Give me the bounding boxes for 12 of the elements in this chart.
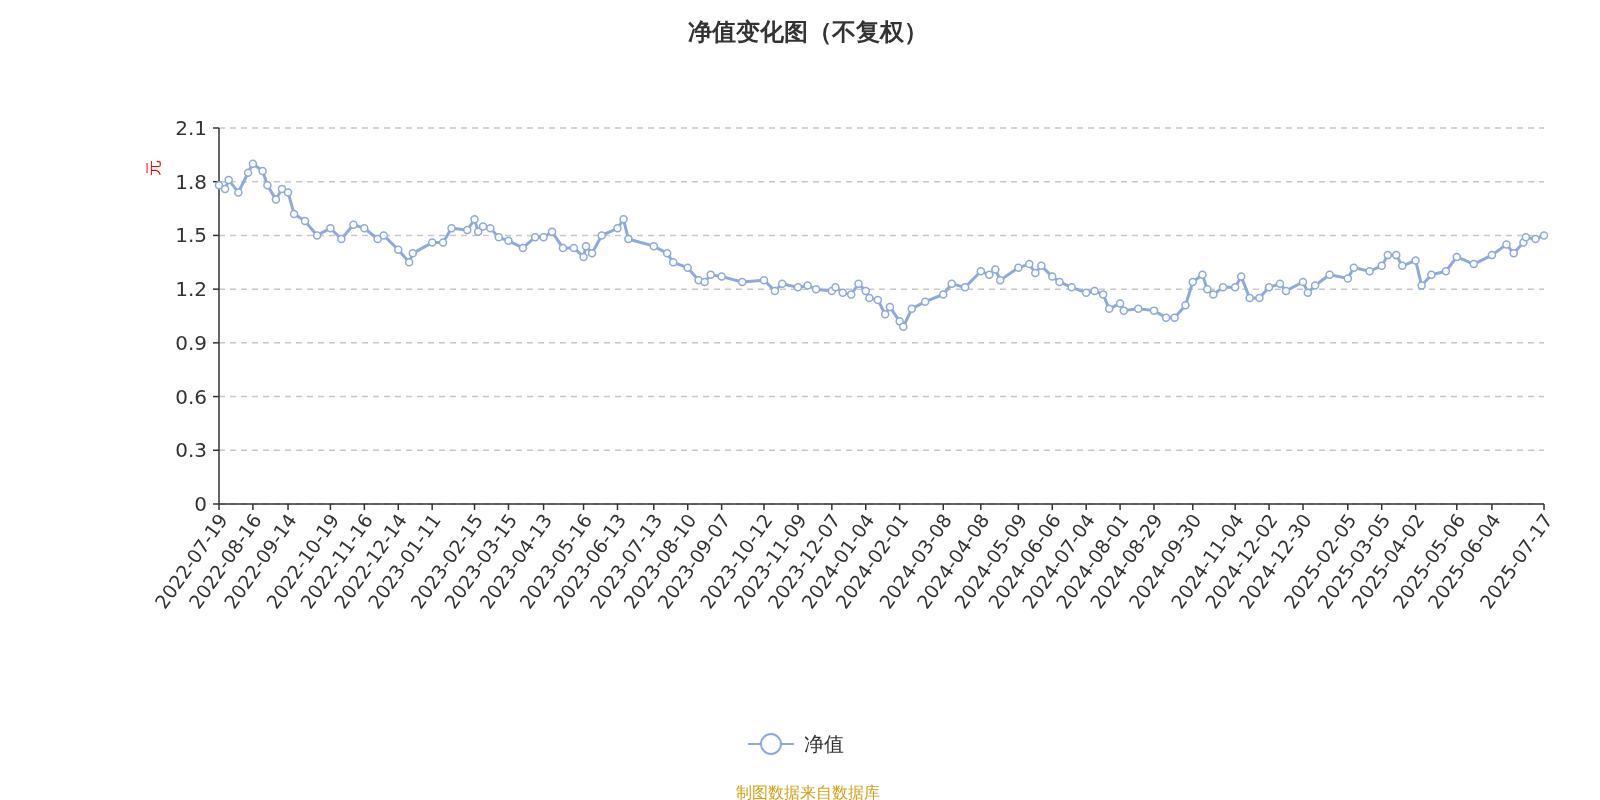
y-axis-title: 元 xyxy=(144,160,163,176)
y-tick-label: 1.8 xyxy=(175,169,207,194)
y-tick-label: 1.2 xyxy=(175,277,207,302)
y-tick-label: 0.9 xyxy=(175,330,207,355)
chart-title: 净值变化图（不复权） xyxy=(688,18,928,46)
y-tick-label: 0.6 xyxy=(175,384,207,409)
text: 制图数据来自数据库 xyxy=(736,783,880,800)
y-tick-label: 2.1 xyxy=(175,116,207,140)
y-tick-label: 1.5 xyxy=(175,223,207,248)
legend-label: 净值 xyxy=(804,732,844,756)
y-tick-label: 0.3 xyxy=(175,438,207,463)
y-tick-label: 0 xyxy=(194,492,207,516)
